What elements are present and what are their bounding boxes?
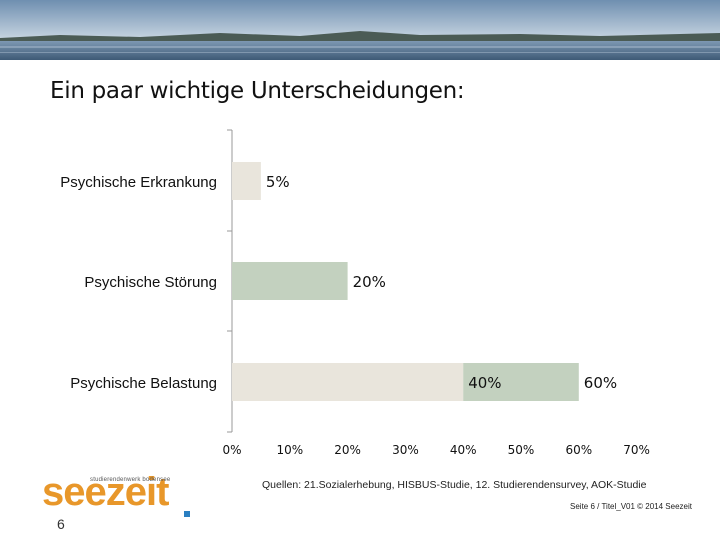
category-label: Psychische Erkrankung (60, 174, 217, 191)
x-tick-label: 30% (392, 443, 419, 457)
bar-segment (232, 363, 464, 401)
x-tick-label: 50% (508, 443, 535, 457)
page-title: Ein paar wichtige Unterscheidungen: (50, 78, 465, 104)
x-tick-label: 60% (565, 443, 592, 457)
category-label: Psychische Belastung (70, 375, 217, 392)
x-tick-label: 70% (623, 443, 650, 457)
seezeit-logo: seezeit (42, 470, 169, 514)
page-number: 6 (57, 516, 65, 532)
x-tick-label: 10% (276, 443, 303, 457)
x-tick-label: 20% (334, 443, 361, 457)
data-label: 40% (468, 374, 501, 392)
footer-text: Seite 6 / Titel_V01 © 2014 Seezeit (570, 502, 692, 511)
sources-note: Quellen: 21.Sozialerhebung, HISBUS-Studi… (262, 479, 647, 491)
bar-segment (232, 262, 348, 300)
horizontal-bar-chart: Psychische Erkrankung 5% Psychische Störun… (60, 129, 650, 457)
data-label: 5% (266, 173, 290, 191)
logo-tagline: studierendenwerk bodensee (90, 477, 171, 483)
bar-segment (463, 363, 579, 401)
lake-landscape-image (0, 0, 720, 60)
data-label: 60% (584, 374, 617, 392)
category-label: Psychische Störung (84, 274, 217, 291)
data-label: 20% (353, 273, 386, 291)
logo-dot-icon (184, 511, 190, 517)
bar-segment (232, 162, 261, 200)
landscape-banner (0, 0, 720, 60)
x-tick-label: 0% (222, 443, 241, 457)
x-tick-label: 40% (450, 443, 477, 457)
